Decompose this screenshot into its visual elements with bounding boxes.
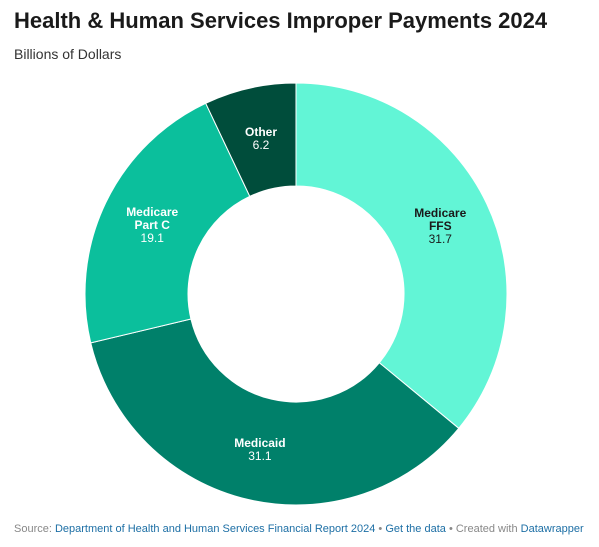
donut-slice[interactable] bbox=[84, 102, 251, 344]
source-link[interactable]: Department of Health and Human Services … bbox=[54, 523, 376, 535]
slice-label-value: 6.2 bbox=[253, 138, 270, 152]
slice-label: Other 6.2 bbox=[245, 125, 277, 152]
slice-label-name: FFS bbox=[429, 219, 452, 233]
get-data-link[interactable]: Get the data bbox=[385, 523, 446, 535]
chart-footer: Source: Department of Health and Human S… bbox=[14, 523, 584, 535]
slice-label-name: Part C bbox=[135, 218, 171, 232]
source-prefix: Source: bbox=[14, 523, 55, 535]
slice-label-value: 19.1 bbox=[141, 231, 165, 245]
slice-label-name: Medicaid bbox=[234, 436, 285, 450]
slice-label-name: Medicare bbox=[126, 205, 178, 219]
footer-separator: • bbox=[375, 523, 386, 535]
donut-slices bbox=[84, 82, 508, 506]
slice-label-value: 31.7 bbox=[429, 232, 453, 246]
donut-slice[interactable] bbox=[295, 82, 508, 430]
slice-label: Medicaid 31.1 bbox=[234, 436, 285, 463]
slice-label-name: Other bbox=[245, 125, 277, 139]
footer-created-with: • Created with bbox=[445, 523, 521, 535]
chart-title: Health & Human Services Improper Payment… bbox=[14, 8, 548, 33]
donut-slice[interactable] bbox=[205, 82, 297, 198]
donut-slice[interactable] bbox=[90, 318, 460, 506]
chart-subtitle: Billions of Dollars bbox=[14, 46, 122, 62]
slice-label: Medicare Part C 19.1 bbox=[126, 205, 178, 245]
slice-label: Medicare FFS 31.7 bbox=[414, 206, 466, 246]
slice-label-name: Medicare bbox=[414, 206, 466, 220]
slice-label-value: 31.1 bbox=[248, 449, 272, 463]
datawrapper-link[interactable]: Datawrapper bbox=[520, 523, 584, 535]
